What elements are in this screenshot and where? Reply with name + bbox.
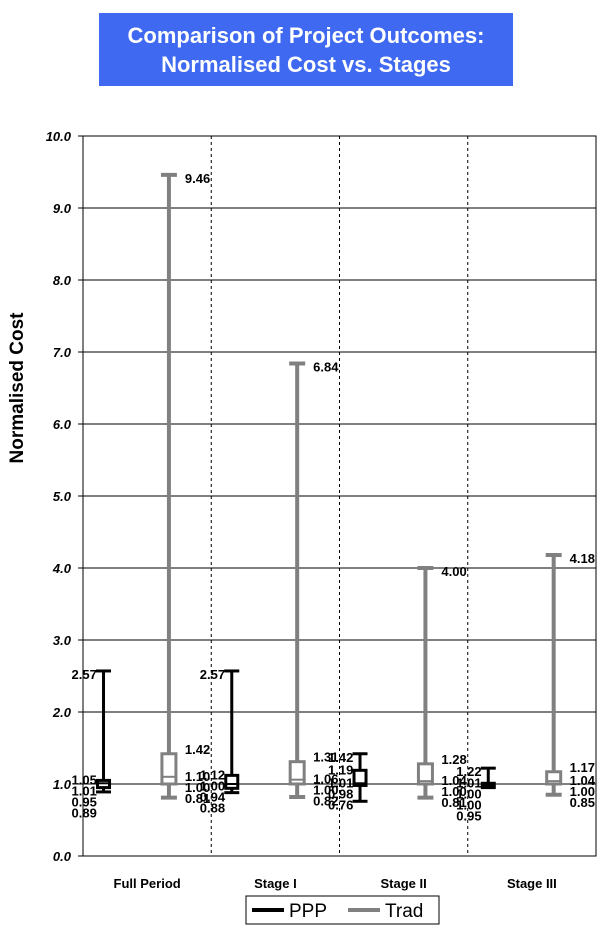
data-label: 1.31 [313, 750, 338, 765]
chart-title: Comparison of Project Outcomes: [127, 23, 485, 48]
data-label: 0.82 [313, 794, 338, 809]
data-label: 1.42 [185, 742, 210, 757]
y-tick-label: 4.0 [52, 561, 72, 576]
box-iqr [224, 773, 240, 790]
data-label: 6.84 [313, 360, 339, 375]
data-label: 0.85 [570, 795, 595, 810]
chart-subtitle: Normalised Cost vs. Stages [161, 52, 451, 77]
data-label: 1.01 [456, 775, 481, 790]
data-label: 1.00 [313, 783, 338, 798]
y-tick-label: 8.0 [53, 273, 72, 288]
y-axis-label: Normalised Cost [7, 312, 28, 464]
x-tick-label: Stage I [254, 876, 297, 891]
data-label: 2.57 [72, 667, 97, 682]
y-tick-label: 1.0 [53, 777, 72, 792]
data-label: 0.76 [328, 797, 353, 812]
y-tick-label: 10.0 [46, 129, 72, 144]
box-iqr [288, 760, 306, 786]
axes: 0.0 1.0 2.0 3.0 4.0 5.0 6.0 7.0 8.0 9.0 10.0 Full P… [46, 129, 597, 891]
y-tick-label: 0.0 [53, 849, 72, 864]
y-tick-label: 6.0 [53, 417, 72, 432]
data-label: 9.46 [185, 171, 210, 186]
box-iqr [545, 770, 563, 786]
y-tick-label: 9.0 [53, 201, 72, 216]
data-label: 1.05 [72, 772, 97, 787]
box-iqr [352, 768, 368, 787]
data-label: 1.01 [328, 775, 353, 790]
series-boxes [96, 172, 563, 803]
data-label: 2.57 [200, 667, 225, 682]
box-iqr [416, 762, 434, 786]
data-label: 0.95 [456, 808, 481, 823]
data-label: 1.00 [441, 784, 466, 799]
data-label: 4.00 [441, 564, 466, 579]
plot-area-frame [82, 135, 597, 857]
box-iqr [160, 752, 178, 786]
data-label: 1.00 [456, 797, 481, 812]
y-tick-label: 3.0 [53, 633, 72, 648]
data-label: 1.12 [200, 767, 225, 782]
data-label: 0.94 [200, 789, 226, 804]
data-label: 1.28 [441, 752, 466, 767]
legend: PPP Trad [245, 895, 440, 925]
data-label: 1.17 [570, 760, 595, 775]
data-label: 0.98 [328, 786, 353, 801]
x-tick-label: Stage III [507, 876, 557, 891]
data-labels: 2.571.051.010.950.892.571.121.000.940.88… [72, 171, 596, 823]
data-label: 0.95 [72, 794, 97, 809]
data-label: 1.19 [328, 762, 353, 777]
data-label: 1.01 [72, 783, 97, 798]
x-tick-label: Full Period [114, 876, 181, 891]
data-label: 0.81 [185, 791, 210, 806]
data-label: 0.88 [200, 800, 225, 815]
data-label: 1.00 [185, 780, 210, 795]
data-label: 1.04 [570, 773, 596, 788]
legend-trad-label: Trad [385, 901, 423, 922]
chart-title-box: Comparison of Project Outcomes: Normalis… [99, 13, 513, 86]
grid-lines [83, 135, 596, 856]
data-label: 0.81 [441, 795, 466, 810]
data-label: 1.42 [328, 750, 353, 765]
data-label: 1.00 [456, 786, 481, 801]
data-label: 1.06 [313, 772, 338, 787]
data-label: 1.10 [185, 769, 210, 784]
y-tick-label: 7.0 [53, 345, 72, 360]
data-label: 1.00 [570, 784, 595, 799]
y-tick-label: 5.0 [53, 489, 72, 504]
data-label: 0.89 [72, 805, 97, 820]
legend-ppp-label: PPP [289, 901, 327, 922]
y-tick-label: 2.0 [52, 705, 72, 720]
x-tick-label: Stage II [381, 876, 427, 891]
data-label: 1.00 [200, 778, 225, 793]
data-label: 1.04 [441, 773, 467, 788]
data-label: 1.22 [456, 764, 481, 779]
data-label: 4.18 [570, 551, 595, 566]
